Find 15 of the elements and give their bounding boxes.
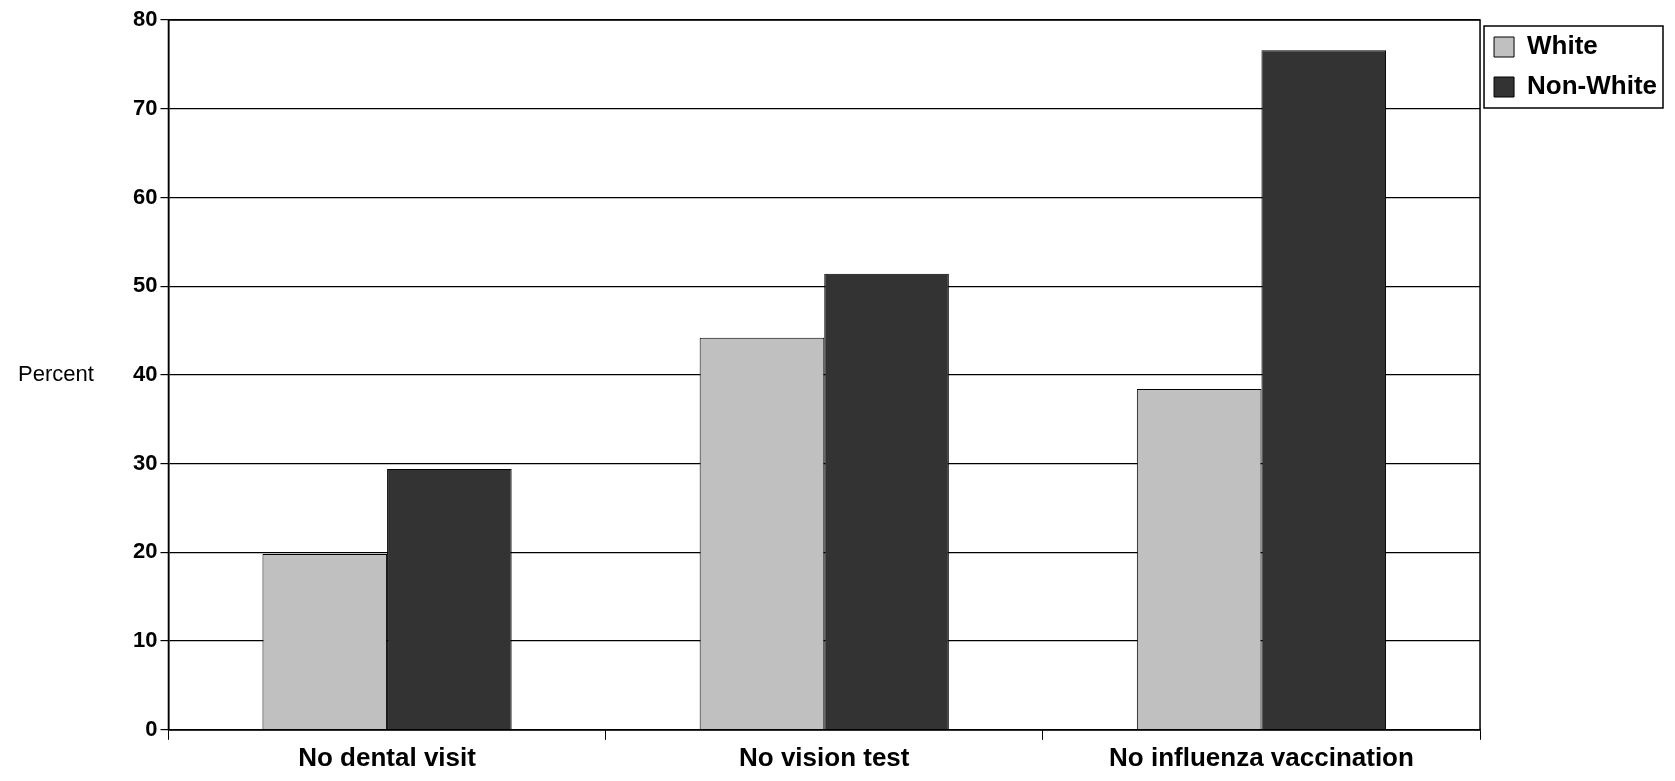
y-tick-label: 60: [132, 183, 158, 209]
legend-label: Non-White: [1527, 70, 1658, 101]
y-tick-label: 40: [132, 360, 158, 386]
y-tick-label: 30: [132, 449, 158, 475]
x-tick-label: No dental visit: [298, 741, 477, 772]
y-tick-label: 80: [132, 6, 158, 32]
x-tick-label: No vision test: [739, 741, 910, 772]
y-tick-label: 50: [132, 272, 158, 298]
y-axis-title: Percent: [18, 360, 94, 386]
legend-label: White: [1527, 30, 1598, 61]
y-tick-label: 10: [132, 627, 158, 653]
y-tick-label: 20: [132, 538, 158, 564]
y-tick-label: 0: [145, 715, 158, 741]
x-tick-label: No influenza vaccination: [1109, 741, 1414, 772]
y-tick-label: 70: [132, 94, 158, 120]
